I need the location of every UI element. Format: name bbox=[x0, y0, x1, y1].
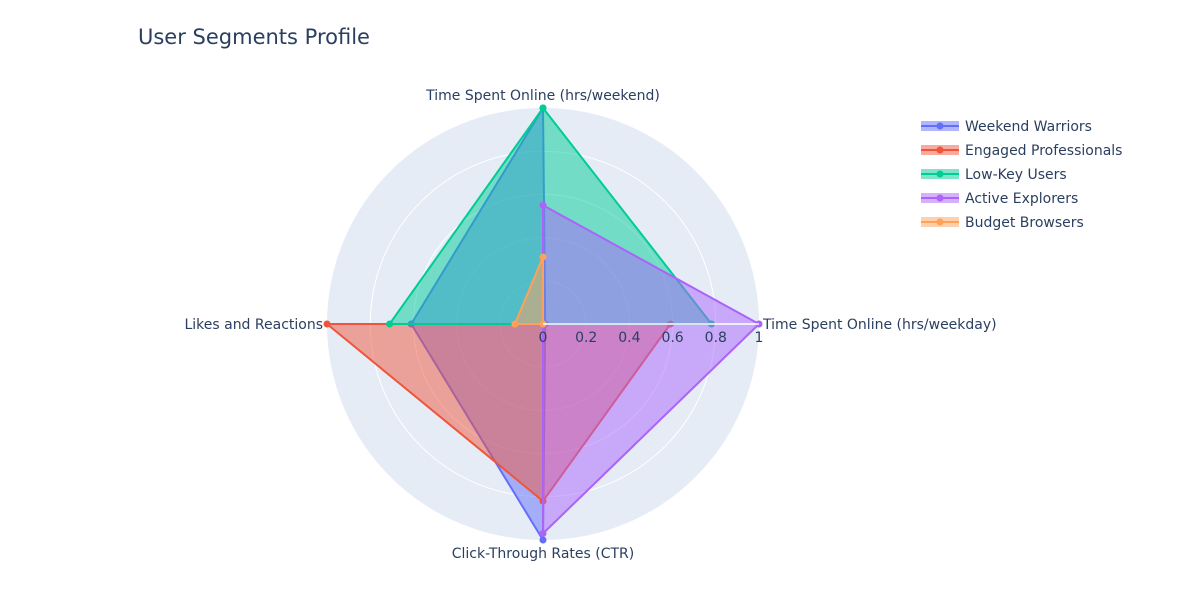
radial-tick-label-1: 0 bbox=[539, 330, 548, 346]
radial-tick-label-3: 0.4 bbox=[618, 330, 640, 346]
series-3-point-3 bbox=[386, 320, 394, 328]
angular-axis-label-1: Time Spent Online (hrs/weekday) bbox=[762, 317, 997, 333]
legend-item-4: Active Explorers bbox=[921, 191, 1078, 207]
series-layer bbox=[323, 104, 763, 544]
series-area-5 bbox=[513, 256, 544, 325]
series-4-point-4 bbox=[539, 530, 547, 538]
legend-marker-5 bbox=[936, 218, 944, 226]
legend-item-3: Low-Key Users bbox=[921, 167, 1067, 183]
legend-marker-1 bbox=[936, 122, 944, 130]
series-1-point-4 bbox=[539, 536, 547, 544]
series-3-point-2 bbox=[539, 104, 547, 112]
legend-marker-2 bbox=[936, 146, 944, 154]
radial-tick-label-6: 1 bbox=[755, 330, 764, 346]
legend-item-5: Budget Browsers bbox=[921, 215, 1084, 231]
radial-tick-label-4: 0.6 bbox=[661, 330, 683, 346]
radial-tick-label-5: 0.8 bbox=[705, 330, 727, 346]
angular-axis-labels: Time Spent Online (hrs/weekday) Time Spen… bbox=[184, 88, 996, 562]
radial-tick-label-2: 0.2 bbox=[575, 330, 597, 346]
chart-title: User Segments Profile bbox=[138, 25, 370, 49]
angular-axis-label-3: Likes and Reactions bbox=[184, 317, 323, 333]
series-5-point-2 bbox=[539, 253, 547, 261]
series-2-point-3 bbox=[323, 320, 331, 328]
legend-marker-4 bbox=[936, 194, 944, 202]
series-4-point-2 bbox=[539, 201, 547, 209]
legend-label-2: Engaged Professionals bbox=[965, 143, 1122, 159]
legend-item-1: Weekend Warriors bbox=[921, 119, 1092, 135]
radial-ticks: 0 0.2 0.4 0.6 0.8 1 bbox=[539, 323, 764, 346]
legend-item-2: Engaged Professionals bbox=[921, 143, 1122, 159]
legend-label-3: Low-Key Users bbox=[965, 167, 1067, 183]
angular-axis-label-2: Time Spent Online (hrs/weekend) bbox=[425, 88, 660, 104]
legend-marker-3 bbox=[936, 170, 944, 178]
legend: Weekend Warriors Engaged Professionals Low… bbox=[921, 119, 1122, 231]
legend-label-5: Budget Browsers bbox=[965, 215, 1084, 231]
series-5 bbox=[511, 253, 547, 328]
legend-label-4: Active Explorers bbox=[965, 191, 1078, 207]
legend-label-1: Weekend Warriors bbox=[965, 119, 1092, 135]
angular-axis-label-4: Click-Through Rates (CTR) bbox=[452, 546, 634, 562]
series-5-point-3 bbox=[511, 320, 519, 328]
